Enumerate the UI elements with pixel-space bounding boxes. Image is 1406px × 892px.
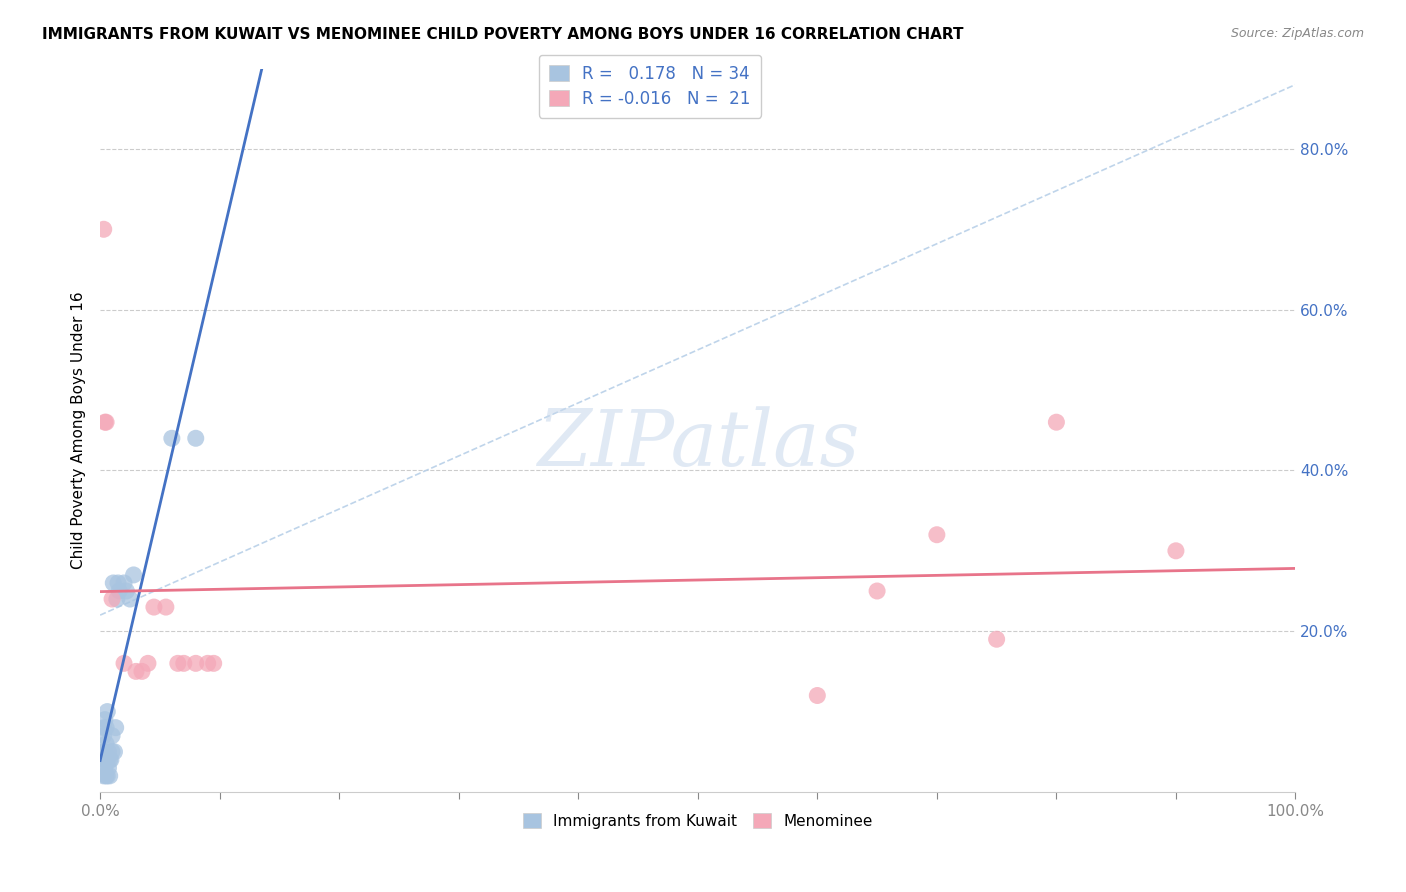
Point [96,705,118,719]
Point [115,584,138,599]
Point [122,568,145,582]
Legend: Immigrants from Kuwait, Menominee: Immigrants from Kuwait, Menominee [517,807,879,835]
Point [160,431,183,445]
Point [107,576,129,591]
Point [93,753,115,767]
Point [97,761,120,775]
Point [94,721,117,735]
Point [184,431,207,445]
Point [96,753,118,767]
Point [98,753,121,767]
Point [173,657,195,671]
Point [97,745,120,759]
Point [118,592,141,607]
Point [101,745,124,759]
Point [108,584,131,599]
Point [98,769,121,783]
Text: Source: ZipAtlas.com: Source: ZipAtlas.com [1230,27,1364,40]
Point [184,657,207,671]
Point [103,576,125,591]
Point [101,592,124,607]
Point [94,415,117,429]
Point [125,665,148,679]
Point [93,769,115,783]
Point [866,584,889,599]
Point [925,527,948,541]
Point [1045,415,1067,429]
Point [94,415,117,429]
Point [986,632,1008,647]
Point [93,721,115,735]
Point [103,745,125,759]
Point [101,729,124,743]
Point [94,737,117,751]
Point [1164,544,1187,558]
Point [806,689,828,703]
Point [104,721,127,735]
Point [93,729,115,743]
Point [142,600,165,615]
Point [94,769,117,783]
Point [100,753,122,767]
Point [94,753,117,767]
Point [166,657,188,671]
Point [112,576,135,591]
Point [202,657,225,671]
Text: ZIPatlas: ZIPatlas [537,407,859,483]
Point [93,222,115,236]
Text: IMMIGRANTS FROM KUWAIT VS MENOMINEE CHILD POVERTY AMONG BOYS UNDER 16 CORRELATIO: IMMIGRANTS FROM KUWAIT VS MENOMINEE CHIL… [42,27,963,42]
Point [93,745,115,759]
Point [94,761,117,775]
Point [96,769,118,783]
Point [136,657,159,671]
Point [131,665,153,679]
Y-axis label: Child Poverty Among Boys Under 16: Child Poverty Among Boys Under 16 [72,292,86,569]
Point [197,657,219,671]
Point [94,745,117,759]
Point [112,657,135,671]
Point [94,713,117,727]
Point [155,600,177,615]
Point [105,592,128,607]
